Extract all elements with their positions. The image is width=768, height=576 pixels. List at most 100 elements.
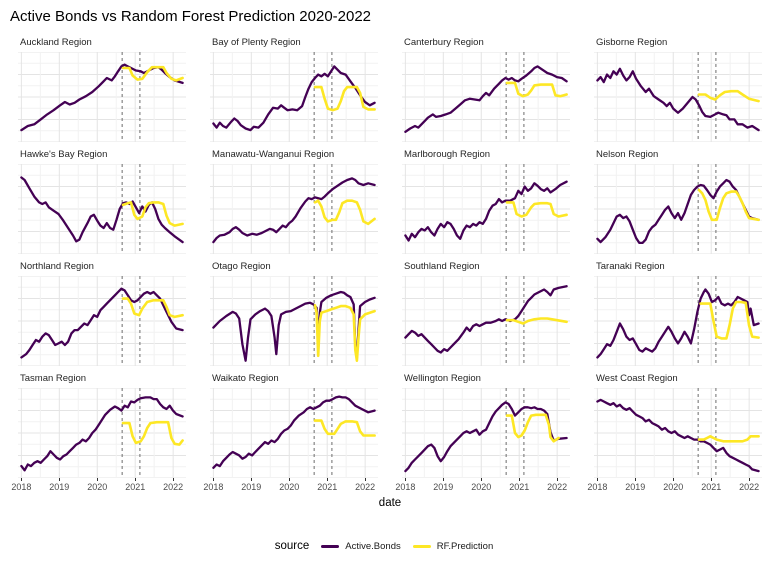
facet-title: Northland Region — [20, 261, 94, 272]
facet-panel — [18, 164, 186, 254]
active-bonds-line — [20, 176, 184, 244]
rf-prediction-line — [505, 81, 568, 98]
facet-tasman-region: Tasman Region 2018 2019 2020 2021 2022 — [11, 372, 186, 492]
x-tick-label: 2018 — [203, 482, 224, 492]
legend-item-rf-prediction: RF.Prediction — [412, 540, 494, 552]
facet-title: Waikato Region — [212, 373, 279, 384]
x-tick-label: 2018 — [395, 482, 416, 492]
facet-title: Otago Region — [212, 261, 271, 272]
facet-bay-of-plenty-region: Bay of Plenty Region — [210, 36, 378, 148]
x-tick-label: 2019 — [241, 482, 262, 492]
facet-otago-region: Otago Region — [210, 260, 378, 372]
x-tick-mark — [327, 478, 329, 481]
x-tick-mark — [673, 478, 675, 481]
facet-title: Gisborne Region — [596, 37, 668, 48]
rf-prediction-line — [505, 413, 560, 443]
x-tick-label: 2020 — [663, 482, 684, 492]
x-tick-label: 2018 — [11, 482, 32, 492]
active-bonds-line — [212, 65, 376, 132]
x-tick-mark — [251, 478, 253, 481]
x-tick-mark — [405, 478, 407, 481]
facet-hawke-s-bay-region: Hawke's Bay Region — [18, 148, 186, 260]
x-axis-labels: 2018 2019 2020 2021 2022 — [11, 478, 186, 494]
facet-title: Nelson Region — [596, 149, 659, 160]
active-bonds-line — [20, 396, 184, 472]
x-tick-mark — [59, 478, 61, 481]
x-tick-mark — [597, 478, 599, 481]
facet-panel — [594, 52, 762, 142]
x-tick-label: 2022 — [355, 482, 376, 492]
x-tick-mark — [21, 478, 23, 481]
x-tick-label: 2022 — [739, 482, 760, 492]
active-bonds-line — [596, 67, 760, 132]
rf-prediction-line — [505, 317, 568, 325]
x-tick-mark — [97, 478, 99, 481]
x-tick-mark — [519, 478, 521, 481]
facet-west-coast-region: West Coast Region 2018 2019 2020 2021 2022 — [587, 372, 762, 492]
facet-panel — [210, 164, 378, 254]
x-tick-label: 2022 — [163, 482, 184, 492]
active-bonds-line — [596, 398, 760, 473]
x-tick-mark — [481, 478, 483, 481]
rf-prediction-line — [313, 419, 376, 437]
rf-prediction-line — [697, 89, 760, 103]
rf-prediction-line — [699, 300, 760, 340]
facet-title: Wellington Region — [404, 373, 481, 384]
active-bonds-line — [20, 287, 184, 359]
facet-manawatu-wanganui-region: Manawatu-Wanganui Region — [210, 148, 378, 260]
facet-panel — [402, 276, 570, 366]
rf-prediction-line — [121, 201, 184, 227]
x-axis-labels: 2018 2019 2020 2021 2022 — [587, 478, 762, 494]
active-bonds-line — [596, 178, 760, 245]
x-tick-mark — [443, 478, 445, 481]
facet-southland-region: Southland Region — [402, 260, 570, 372]
active-bonds-line — [404, 65, 568, 133]
x-tick-label: 2021 — [701, 482, 722, 492]
legend-item-label: Active.Bonds — [345, 540, 401, 552]
rf-prediction-line — [313, 199, 376, 226]
x-tick-label: 2021 — [125, 482, 146, 492]
facet-waikato-region: Waikato Region 2018 2019 2020 2021 2022 — [203, 372, 378, 492]
x-tick-label: 2022 — [547, 482, 568, 492]
facet-title: Manawatu-Wanganui Region — [212, 149, 335, 160]
active-bonds-line — [404, 180, 568, 242]
active-bonds-line — [212, 177, 376, 244]
x-tick-label: 2019 — [49, 482, 70, 492]
facet-title: Bay of Plenty Region — [212, 37, 301, 48]
x-tick-label: 2019 — [625, 482, 646, 492]
rf-prediction-line — [121, 65, 184, 82]
legend-item-label: RF.Prediction — [436, 540, 494, 552]
x-tick-label: 2018 — [587, 482, 608, 492]
facet-panel — [402, 388, 570, 478]
rf-prediction-line — [697, 434, 760, 443]
x-tick-mark — [749, 478, 751, 481]
facet-panel — [18, 388, 186, 478]
active-bonds-line — [404, 285, 568, 354]
active-bonds-line — [212, 395, 376, 469]
active-bonds-line — [212, 290, 376, 362]
x-tick-label: 2020 — [471, 482, 492, 492]
facet-panel — [210, 276, 378, 366]
facet-northland-region: Northland Region — [18, 260, 186, 372]
facet-panel — [402, 52, 570, 142]
facet-wellington-region: Wellington Region 2018 2019 2020 2021 2022 — [395, 372, 570, 492]
x-tick-label: 2019 — [433, 482, 454, 492]
facet-title: Canterbury Region — [404, 37, 484, 48]
x-axis-labels: 2018 2019 2020 2021 2022 — [203, 478, 378, 494]
facet-title: Tasman Region — [20, 373, 87, 384]
x-tick-mark — [365, 478, 367, 481]
x-tick-label: 2021 — [317, 482, 338, 492]
facet-auckland-region: Auckland Region — [18, 36, 186, 148]
facet-panel — [210, 52, 378, 142]
facet-grid: Auckland Region Bay of Plenty Region Cante… — [11, 36, 762, 492]
rf-prediction-line — [121, 420, 184, 446]
active-bonds-swatch — [321, 544, 340, 548]
active-bonds-line — [596, 288, 760, 359]
facet-marlborough-region: Marlborough Region — [402, 148, 570, 260]
x-tick-mark — [557, 478, 559, 481]
legend-title: source — [274, 540, 310, 552]
facet-nelson-region: Nelson Region — [594, 148, 762, 260]
x-tick-label: 2021 — [509, 482, 530, 492]
x-tick-mark — [173, 478, 175, 481]
facet-panel — [594, 164, 762, 254]
